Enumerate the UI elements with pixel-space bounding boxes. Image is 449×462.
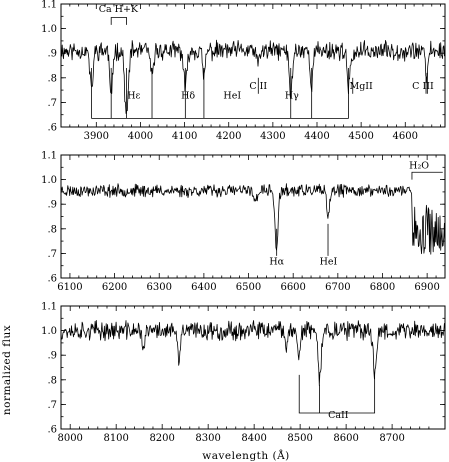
x-tick-label: 4100 [172, 131, 197, 142]
x-tick-label: 6700 [325, 282, 350, 293]
y-tick-label: .6 [47, 425, 57, 436]
x-tick-label: 4500 [348, 131, 373, 142]
x-tick-label: 8500 [287, 433, 312, 444]
line-annotation: Ca H+K [99, 4, 139, 15]
line-annotation: Hα [269, 256, 284, 267]
y-tick-label: 1.0 [41, 326, 57, 337]
x-axis-label: wavelength (Å) [202, 448, 290, 462]
y-tick-label: .9 [47, 200, 57, 211]
x-tick-label: 6800 [370, 282, 395, 293]
x-tick-label: 8200 [149, 433, 174, 444]
y-tick-label: 1.1 [41, 0, 57, 11]
x-tick-label: 6300 [147, 282, 172, 293]
x-tick-label: 6500 [236, 282, 261, 293]
spectrum-line [60, 39, 445, 114]
x-tick-label: 8700 [379, 433, 404, 444]
x-tick-label: 3900 [84, 131, 109, 142]
y-tick-label: 1.0 [41, 175, 57, 186]
spectrum-line [60, 183, 446, 255]
y-tick-label: .8 [47, 73, 57, 84]
y-axis-label: normalized flux [1, 325, 13, 415]
y-tick-label: .6 [47, 123, 57, 134]
x-tick-label: 8100 [103, 433, 128, 444]
x-tick-label: 4600 [393, 131, 418, 142]
plot-frame [60, 154, 446, 279]
x-tick-label: 6200 [102, 282, 127, 293]
line-annotation: HeI [223, 91, 241, 102]
x-tick-label: 4400 [304, 131, 329, 142]
h2o-bracket [411, 171, 443, 180]
line-annotation: Hγ [285, 91, 299, 102]
x-tick-label: 8600 [333, 433, 358, 444]
y-tick-label: 1.0 [41, 24, 57, 35]
panel-blue: 3900 4000 4100 4200 4300 4400 4500 4600 .6 .7 .8 .9… [41, 0, 446, 142]
line-annotation: CaII [328, 410, 349, 421]
x-tick-label: 6900 [414, 282, 439, 293]
x-tick-label: 6100 [57, 282, 82, 293]
x-tick-label: 4200 [216, 131, 241, 142]
line-annotation: HeI [320, 256, 338, 267]
hk-bracket [110, 17, 127, 25]
x-tick-label: 6600 [280, 282, 305, 293]
line-annotation: MgII [349, 81, 373, 92]
panel-near-ir: 8000 8100 8200 8300 8400 8500 8600 8700 .6 .7 .8 .9… [41, 302, 446, 444]
y-tick-label: .8 [47, 224, 57, 235]
y-tick-label: .9 [47, 49, 57, 60]
y-tick-label: .7 [47, 249, 57, 260]
line-annotation: Hε [127, 91, 140, 102]
x-tick-label: 8400 [241, 433, 266, 444]
caii-bracket [298, 374, 376, 414]
y-tick-label: .8 [47, 375, 57, 386]
line-annotation: Hδ [181, 91, 195, 102]
y-tick-label: 1.1 [41, 302, 57, 313]
plot-frame [60, 3, 446, 128]
line-annotation: C III [412, 81, 434, 92]
x-tick-label: 6400 [191, 282, 216, 293]
y-tick-label: 1.1 [41, 151, 57, 162]
panel-red: 6100 6200 6300 6400 6500 6600 6700 6800 6900 .6 .7… [41, 151, 446, 293]
x-tick-label: 4300 [260, 131, 285, 142]
x-tick-label: 4000 [128, 131, 153, 142]
line-annotation: H₂O [409, 161, 429, 172]
y-tick-label: .9 [47, 351, 57, 362]
y-tick-label: .7 [47, 400, 57, 411]
y-tick-label: .6 [47, 274, 57, 285]
line-annotation: C II [249, 81, 267, 92]
x-tick-label: 8300 [195, 433, 220, 444]
y-tick-label: .7 [47, 98, 57, 109]
spectrum-line [60, 319, 445, 387]
x-tick-label: 8000 [57, 433, 82, 444]
